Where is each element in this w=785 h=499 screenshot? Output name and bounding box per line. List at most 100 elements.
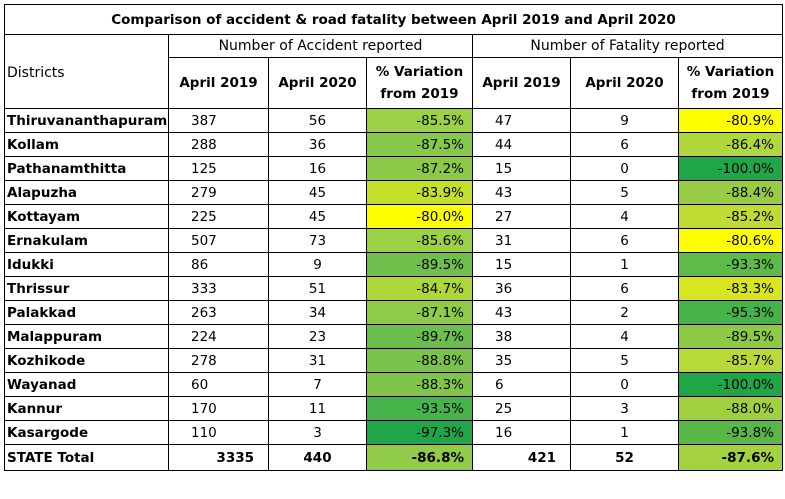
fatality-2019-cell: 421: [472, 444, 571, 471]
fatality-variation-cell: -100.0%: [678, 372, 783, 397]
district-cell: Wayanad: [4, 372, 169, 397]
table-row: Idukki 86 9 -89.5% 15 1 -93.3%: [4, 252, 783, 277]
accident-variation-cell: -85.6%: [366, 228, 473, 253]
district-cell: Kasargode: [4, 420, 169, 445]
district-cell: Thrissur: [4, 276, 169, 301]
fatality-variation-cell: -86.4%: [678, 132, 783, 157]
accident-2020-cell: 34: [268, 300, 367, 325]
accident-2020-cell: 36: [268, 132, 367, 157]
table-row: Palakkad 263 34 -87.1% 43 2 -95.3%: [4, 300, 783, 325]
fatality-variation-cell: -80.9%: [678, 108, 783, 133]
fatality-variation-header: % Variation from 2019: [678, 57, 783, 109]
accident-variation-cell: -84.7%: [366, 276, 473, 301]
district-cell: Kannur: [4, 396, 169, 421]
fatality-variation-cell: -93.8%: [678, 420, 783, 445]
fatality-variation-cell: -89.5%: [678, 324, 783, 349]
district-cell: STATE Total: [4, 444, 169, 471]
accident-2019-cell: 507: [168, 228, 269, 253]
fatality-2019-cell: 36: [472, 276, 571, 301]
fatality-variation-cell: -80.6%: [678, 228, 783, 253]
accident-variation-cell: -88.8%: [366, 348, 473, 373]
fatality-2020-cell: 4: [570, 204, 679, 229]
table-row: Thiruvananthapuram 387 56 -85.5% 47 9 -80.9%: [4, 108, 783, 133]
accident-variation-cell: -93.5%: [366, 396, 473, 421]
accident-2020-cell: 11: [268, 396, 367, 421]
accident-2019-cell: 86: [168, 252, 269, 277]
fatality-2020-cell: 2: [570, 300, 679, 325]
accident-2019-cell: 288: [168, 132, 269, 157]
accident-variation-header: % Variation from 2019: [366, 57, 473, 109]
accident-2019-cell: 387: [168, 108, 269, 133]
fatality-variation-cell: -87.6%: [678, 444, 783, 471]
fatality-2020-cell: 1: [570, 420, 679, 445]
district-cell: Kozhikode: [4, 348, 169, 373]
fatality-april-2019-header: April 2019: [472, 57, 571, 109]
accident-variation-cell: -87.5%: [366, 132, 473, 157]
total-row: STATE Total 3335 440 -86.8% 421 52 -87.6%: [4, 444, 783, 471]
fatality-2019-cell: 15: [472, 156, 571, 181]
table-row: Kollam 288 36 -87.5% 44 6 -86.4%: [4, 132, 783, 157]
accident-group-header: Number of Accident reported: [168, 34, 473, 58]
accident-april-2019-header: April 2019: [168, 57, 269, 109]
fatality-variation-cell: -95.3%: [678, 300, 783, 325]
district-cell: Palakkad: [4, 300, 169, 325]
accident-2020-cell: 73: [268, 228, 367, 253]
districts-header: Districts: [4, 34, 169, 109]
accident-2019-cell: 279: [168, 180, 269, 205]
table-row: Kozhikode 278 31 -88.8% 35 5 -85.7%: [4, 348, 783, 373]
accident-2019-cell: 125: [168, 156, 269, 181]
fatality-april-2020-header: April 2020: [570, 57, 679, 109]
accident-variation-cell: -89.5%: [366, 252, 473, 277]
accident-2020-cell: 440: [268, 444, 367, 471]
fatality-2019-cell: 43: [472, 300, 571, 325]
accident-2019-cell: 224: [168, 324, 269, 349]
fatality-2020-cell: 3: [570, 396, 679, 421]
fatality-2019-cell: 43: [472, 180, 571, 205]
accident-2020-cell: 45: [268, 204, 367, 229]
accident-variation-cell: -89.7%: [366, 324, 473, 349]
accident-2019-cell: 170: [168, 396, 269, 421]
fatality-variation-cell: -85.2%: [678, 204, 783, 229]
accident-2020-cell: 56: [268, 108, 367, 133]
table-row: Malappuram 224 23 -89.7% 38 4 -89.5%: [4, 324, 783, 349]
district-cell: Ernakulam: [4, 228, 169, 253]
district-cell: Thiruvananthapuram: [4, 108, 169, 133]
fatality-2020-cell: 5: [570, 348, 679, 373]
fatality-variation-cell: -85.7%: [678, 348, 783, 373]
table-row: Wayanad 60 7 -88.3% 6 0 -100.0%: [4, 372, 783, 397]
fatality-variation-cell: -100.0%: [678, 156, 783, 181]
fatality-2020-cell: 1: [570, 252, 679, 277]
table-row: Ernakulam 507 73 -85.6% 31 6 -80.6%: [4, 228, 783, 253]
fatality-2019-cell: 35: [472, 348, 571, 373]
district-cell: Kollam: [4, 132, 169, 157]
accident-2020-cell: 31: [268, 348, 367, 373]
accident-2020-cell: 16: [268, 156, 367, 181]
fatality-variation-cell: -88.0%: [678, 396, 783, 421]
table-row: Kasargode 110 3 -97.3% 16 1 -93.8%: [4, 420, 783, 445]
fatality-2020-cell: 6: [570, 228, 679, 253]
fatality-2020-cell: 52: [570, 444, 679, 471]
fatality-2020-cell: 6: [570, 276, 679, 301]
table-row: Alapuzha 279 45 -83.9% 43 5 -88.4%: [4, 180, 783, 205]
fatality-2019-cell: 44: [472, 132, 571, 157]
district-cell: Malappuram: [4, 324, 169, 349]
fatality-2019-cell: 16: [472, 420, 571, 445]
accident-variation-cell: -83.9%: [366, 180, 473, 205]
accident-2020-cell: 3: [268, 420, 367, 445]
table-title: Comparison of accident & road fatality b…: [4, 4, 783, 35]
accident-variation-cell: -87.2%: [366, 156, 473, 181]
fatality-2020-cell: 5: [570, 180, 679, 205]
fatality-2020-cell: 9: [570, 108, 679, 133]
accident-variation-cell: -86.8%: [366, 444, 473, 471]
accident-2020-cell: 23: [268, 324, 367, 349]
district-cell: Kottayam: [4, 204, 169, 229]
table-row: Thrissur 333 51 -84.7% 36 6 -83.3%: [4, 276, 783, 301]
table-row: Kannur 170 11 -93.5% 25 3 -88.0%: [4, 396, 783, 421]
accident-2019-cell: 278: [168, 348, 269, 373]
table-row: Pathanamthitta 125 16 -87.2% 15 0 -100.0%: [4, 156, 783, 181]
accident-2020-cell: 45: [268, 180, 367, 205]
accident-variation-cell: -85.5%: [366, 108, 473, 133]
fatality-2020-cell: 6: [570, 132, 679, 157]
fatality-variation-cell: -88.4%: [678, 180, 783, 205]
accident-variation-cell: -87.1%: [366, 300, 473, 325]
